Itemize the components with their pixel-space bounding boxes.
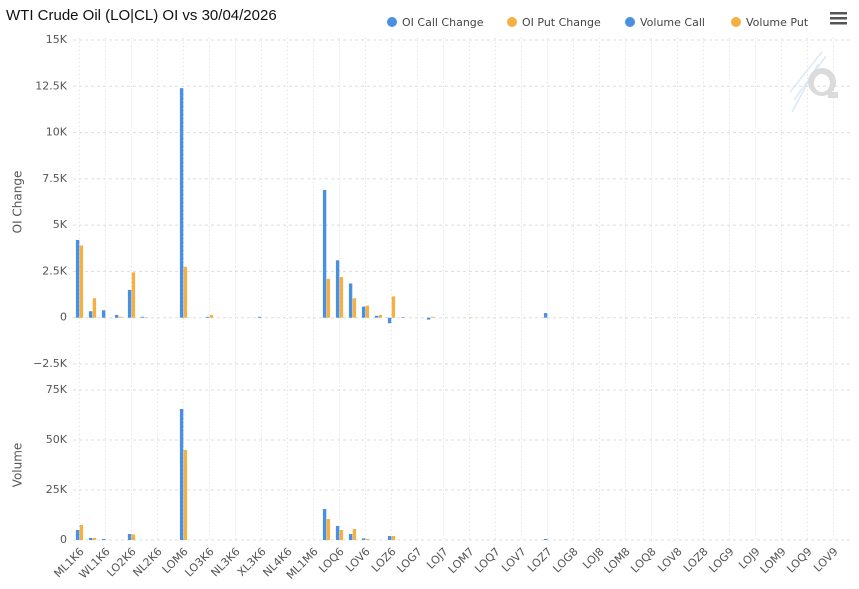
- legend-marker: [731, 17, 741, 27]
- x-tick-label: LOV6: [343, 545, 373, 575]
- x-tick-label: LOZ8: [681, 545, 711, 575]
- y-tick-label: 10K: [46, 126, 68, 139]
- bar: [543, 539, 548, 540]
- x-tick-label: LOQ7: [472, 545, 502, 575]
- bar: [205, 316, 210, 318]
- bar: [352, 529, 357, 540]
- bar: [209, 314, 214, 318]
- menu-icon[interactable]: [830, 12, 847, 25]
- bar: [127, 289, 132, 318]
- bar: [400, 317, 405, 318]
- y-tick-label: 0: [60, 311, 67, 324]
- bar: [127, 534, 132, 540]
- x-tick-label: LOZ7: [525, 545, 555, 575]
- logo: [789, 51, 838, 113]
- bar: [179, 409, 184, 540]
- legend-marker: [507, 17, 517, 27]
- y-tick-label: −2.5K: [33, 357, 68, 370]
- bar: [378, 314, 383, 318]
- x-tick-label: LOM8: [602, 545, 633, 576]
- chart-title: WTI Crude Oil (LO|CL) OI vs 30/04/2026: [6, 7, 277, 24]
- bar: [118, 316, 123, 318]
- y-tick-label: 50K: [46, 433, 68, 446]
- x-tick-label: LOV8: [655, 545, 685, 575]
- bar: [88, 311, 93, 318]
- bar: [79, 245, 84, 318]
- bar: [75, 530, 80, 540]
- bar: [131, 534, 136, 540]
- bar: [374, 315, 379, 318]
- x-tick-label: LOZ6: [369, 545, 399, 575]
- y-axis-title: Volume: [11, 443, 25, 488]
- legend-marker: [625, 17, 635, 27]
- bar: [88, 538, 93, 540]
- y-tick-label: 12.5K: [35, 79, 67, 92]
- bar: [101, 310, 106, 318]
- bar: [387, 536, 392, 540]
- bar: [326, 278, 331, 318]
- y-axis-title: OI Change: [11, 171, 25, 234]
- y-tick-label: 2.5K: [42, 264, 67, 277]
- y-tick-label: 0: [60, 533, 67, 546]
- bar: [348, 534, 353, 540]
- bar: [335, 526, 340, 540]
- bar: [257, 316, 262, 318]
- bar: [361, 306, 366, 318]
- bar: [179, 88, 184, 318]
- x-tick-label: LOV7: [499, 545, 529, 575]
- x-tick-label: LOG7: [394, 545, 424, 575]
- y-tick-label: 25K: [46, 483, 68, 496]
- x-tick-label: LOG8: [550, 545, 580, 575]
- x-tick-label: NL3K6: [208, 545, 242, 579]
- x-tick-label: LOM9: [758, 545, 789, 576]
- bar: [426, 317, 431, 320]
- bar: [352, 298, 357, 318]
- bar: [92, 538, 97, 540]
- x-tick-label: LOV9: [811, 545, 841, 575]
- legend-label: Volume Call: [640, 16, 705, 29]
- y-tick-label: 75K: [46, 383, 68, 396]
- bar: [361, 538, 366, 540]
- bar: [348, 283, 353, 318]
- bar: [339, 276, 344, 318]
- bar: [140, 316, 145, 318]
- bar: [183, 266, 188, 318]
- x-tick-label: LOM7: [446, 545, 477, 576]
- x-tick-label: LOQ9: [784, 545, 814, 575]
- bar: [391, 296, 396, 318]
- y-tick-label: 15K: [46, 33, 68, 46]
- legend-label: Volume Put: [746, 16, 809, 29]
- bar: [92, 298, 97, 318]
- bar: [322, 189, 327, 318]
- bar: [365, 539, 370, 540]
- x-tick-label: LOQ8: [628, 545, 658, 575]
- bar: [335, 260, 340, 318]
- bar: [365, 305, 370, 318]
- legend-label: OI Put Change: [522, 16, 601, 29]
- bar: [183, 450, 188, 540]
- bar: [543, 313, 548, 318]
- bar: [326, 519, 331, 540]
- y-tick-label: 7.5K: [42, 172, 67, 185]
- bar: [391, 536, 396, 540]
- bar: [79, 525, 84, 540]
- bar: [75, 239, 80, 318]
- x-tick-label: LOG9: [706, 545, 736, 575]
- bar: [114, 314, 119, 318]
- y-tick-label: 5K: [53, 218, 68, 231]
- bar: [131, 272, 136, 318]
- x-tick-label: NL2K6: [130, 545, 164, 579]
- bar: [339, 530, 344, 540]
- bar: [387, 317, 392, 324]
- legend-marker: [387, 17, 397, 27]
- bar: [322, 509, 327, 540]
- legend-label: OI Call Change: [402, 16, 484, 29]
- bar: [101, 539, 106, 540]
- bar: [430, 316, 435, 318]
- x-tick-label: LOQ6: [316, 545, 346, 575]
